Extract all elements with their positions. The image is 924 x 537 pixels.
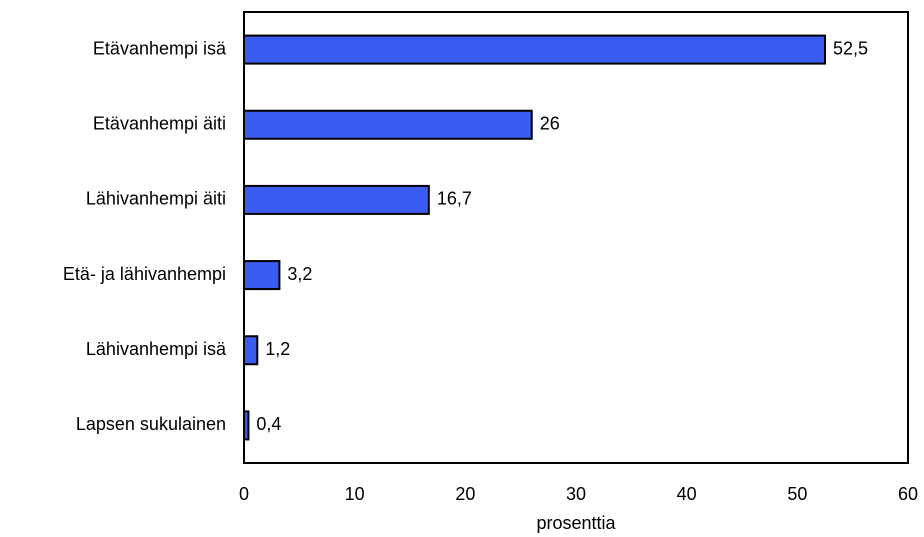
bar-value-label: 52,5 xyxy=(833,38,868,58)
x-tick-label: 20 xyxy=(455,484,475,504)
category-label: Etävanhempi äiti xyxy=(93,114,226,134)
x-tick-label: 10 xyxy=(345,484,365,504)
category-labels: Etävanhempi isä Etävanhempi äiti Lähivanhe… xyxy=(63,38,227,434)
bar-value-label: 0,4 xyxy=(256,414,281,434)
category-label: Lähivanhempi isä xyxy=(86,339,227,359)
bars-group xyxy=(243,34,826,441)
bar xyxy=(243,335,259,366)
category-label: Etä- ja lähivanhempi xyxy=(63,264,226,284)
plot-frame xyxy=(243,11,909,464)
bar-value-label: 16,7 xyxy=(437,189,472,209)
category-label: Lähivanhempi äiti xyxy=(86,189,226,209)
bar-value-label: 3,2 xyxy=(287,264,312,284)
bar-value-label: 1,2 xyxy=(265,339,290,359)
x-tick-label: 30 xyxy=(566,484,586,504)
bar xyxy=(243,109,533,140)
x-tick-label: 0 xyxy=(239,484,249,504)
x-tick-label: 60 xyxy=(898,484,918,504)
bar xyxy=(243,184,430,215)
category-label: Lapsen sukulainen xyxy=(76,414,226,434)
bar xyxy=(243,260,281,291)
value-labels: 52,5 26 16,7 3,2 1,2 0,4 xyxy=(256,38,868,434)
category-label: Etävanhempi isä xyxy=(93,38,227,58)
x-tick-label: 40 xyxy=(677,484,697,504)
bar-value-label: 26 xyxy=(540,114,560,134)
bar xyxy=(243,34,826,65)
x-axis-title: prosenttia xyxy=(536,513,616,533)
x-axis-ticks: 0 10 20 30 40 50 60 xyxy=(239,484,918,504)
x-tick-label: 50 xyxy=(787,484,807,504)
bar xyxy=(243,410,250,441)
